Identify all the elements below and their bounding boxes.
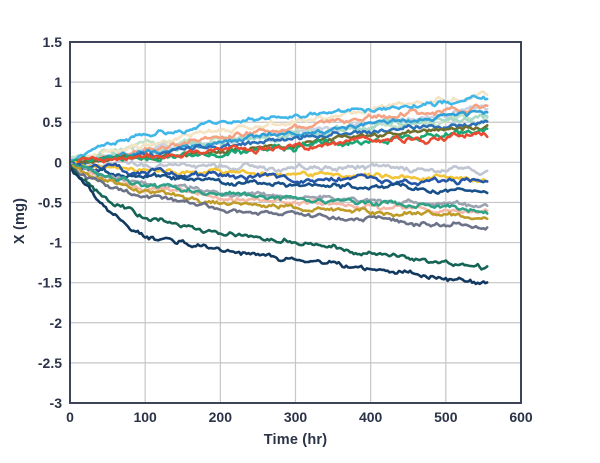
y-tick-label: 0 — [54, 154, 62, 170]
series-line-silver — [70, 158, 489, 176]
series-line-royal-blue — [70, 160, 489, 187]
x-tick-label: 0 — [66, 409, 74, 425]
series-line-yellow — [70, 161, 489, 184]
y-tick-label: 0.5 — [43, 114, 63, 130]
y-tick-label: -0.5 — [38, 194, 62, 210]
y-tick-label: -2 — [50, 315, 63, 331]
series-line-red — [70, 130, 489, 167]
series-line-navy — [70, 162, 489, 195]
y-tick-label: 1 — [54, 74, 62, 90]
x-tick-label: 600 — [509, 409, 533, 425]
series-line-dark-teal — [70, 164, 489, 271]
y-tick-label: -2.5 — [38, 355, 62, 371]
y-tick-label: 1.5 — [43, 34, 63, 50]
y-axis-title: X (mg) — [12, 197, 28, 245]
y-tick-label: -3 — [50, 395, 63, 411]
plot-border — [69, 41, 522, 404]
y-tick-label: -1.5 — [38, 275, 62, 291]
x-axis-title: Time (hr) — [263, 432, 328, 448]
series-line-cerulean — [70, 109, 489, 165]
x-tick-label: 300 — [284, 409, 308, 425]
x-tick-label: 100 — [133, 409, 157, 425]
series-line-wheat — [70, 90, 489, 164]
series-line-sky-blue — [70, 94, 489, 162]
series-line-mustard — [70, 164, 489, 221]
x-tick-label: 500 — [434, 409, 458, 425]
series-line-slate — [70, 163, 489, 231]
x-tick-label: 400 — [359, 409, 383, 425]
series-line-teal — [70, 163, 489, 215]
y-tick-label: -1 — [50, 235, 63, 251]
x-tick-label: 200 — [209, 409, 233, 425]
series-line-dark-navy — [70, 167, 489, 286]
